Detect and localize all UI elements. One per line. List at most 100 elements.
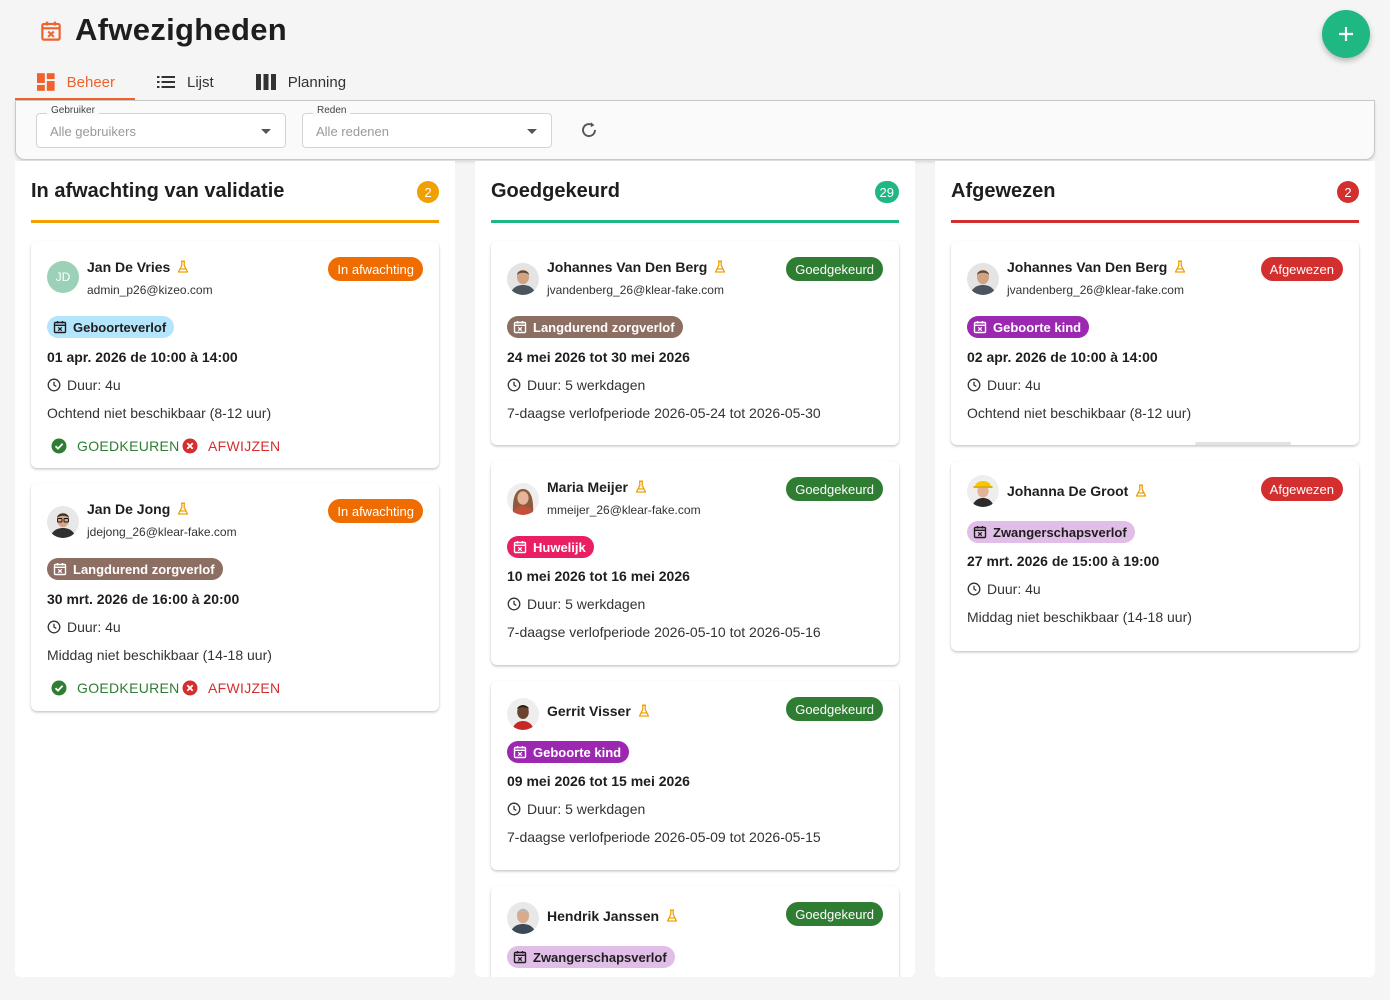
absence-card[interactable]: Johannes Van Den Berg jvandenberg_26@kle… bbox=[951, 241, 1359, 445]
cancel-circle-icon bbox=[182, 438, 198, 454]
calendar-icon bbox=[513, 950, 527, 964]
refresh-icon[interactable] bbox=[579, 120, 599, 140]
dropdown-arrow-icon bbox=[527, 129, 537, 134]
avatar bbox=[507, 483, 539, 515]
status-badge: Afgewezen bbox=[1260, 477, 1343, 501]
calendar-icon bbox=[973, 320, 987, 334]
column-count-badge: 2 bbox=[1337, 181, 1359, 203]
calendar-icon bbox=[513, 320, 527, 334]
user-name: Hendrik Janssen bbox=[547, 908, 678, 924]
calendar-icon bbox=[40, 20, 62, 42]
status-badge: Goedgekeurd bbox=[786, 477, 883, 501]
absence-duration: Duur: 5 werkdagen bbox=[507, 801, 645, 817]
column-divider bbox=[951, 220, 1359, 223]
column-divider bbox=[31, 220, 439, 223]
user-name: Johanna De Groot bbox=[1007, 483, 1147, 499]
cancel-circle-icon bbox=[182, 680, 198, 696]
reason-filter-select[interactable]: Reden Alle redenen bbox=[302, 105, 552, 148]
flask-icon bbox=[638, 704, 650, 718]
reason-filter-label: Reden bbox=[313, 105, 351, 116]
avatar bbox=[47, 506, 79, 538]
dropdown-arrow-icon bbox=[261, 129, 271, 134]
clock-icon bbox=[47, 378, 61, 392]
absence-description: Middag niet beschikbaar (14-18 uur) bbox=[967, 609, 1192, 625]
calendar-icon bbox=[513, 745, 527, 759]
absence-card[interactable]: Gerrit Visser Goedgekeurd Geboorte kind … bbox=[491, 681, 899, 870]
absence-date: 10 mei 2026 tot 16 mei 2026 bbox=[507, 568, 690, 584]
reject-button[interactable]: AFWIJZEN bbox=[182, 680, 280, 696]
reason-chip: Geboorte kind bbox=[507, 741, 630, 763]
user-name: Gerrit Visser bbox=[547, 703, 650, 719]
clock-icon bbox=[507, 378, 521, 392]
status-badge: In afwachting bbox=[328, 499, 423, 523]
flask-icon bbox=[714, 260, 726, 274]
status-badge: Afgewezen bbox=[1260, 257, 1343, 281]
dashboard-icon bbox=[37, 73, 55, 91]
absence-description: Ochtend niet beschikbaar (8-12 uur) bbox=[967, 405, 1192, 421]
absence-card[interactable]: Hendrik Janssen Goedgekeurd Zwangerschap… bbox=[491, 886, 899, 977]
status-badge: Goedgekeurd bbox=[786, 697, 883, 721]
column-count-badge: 29 bbox=[874, 181, 899, 203]
reason-chip: Langdurend zorgverlof bbox=[47, 558, 223, 580]
clock-icon bbox=[507, 597, 521, 611]
tab-planning[interactable]: Planning bbox=[234, 64, 366, 100]
absence-card[interactable]: Jan De Jong jdejong_26@klear-fake.com In… bbox=[31, 483, 439, 711]
column-divider bbox=[491, 220, 899, 223]
absence-description: 7-daagse verlofperiode 2026-05-24 tot 20… bbox=[507, 405, 821, 421]
list-icon bbox=[157, 76, 175, 88]
reason-chip: Huwelijk bbox=[507, 536, 594, 558]
user-name: Jan De Vries bbox=[87, 259, 189, 275]
user-name: Johannes Van Den Berg bbox=[1007, 259, 1186, 275]
column-pending: In afwachting van validatie 2 JD Jan De … bbox=[15, 161, 455, 977]
tab-label: Planning bbox=[287, 73, 347, 91]
absence-card[interactable]: Maria Meijer mmeijer_26@klear-fake.com G… bbox=[491, 461, 899, 665]
absence-duration: Duur: 4u bbox=[967, 377, 1041, 393]
tab-label: Beheer bbox=[66, 73, 115, 91]
column-header: Afgewezen 2 bbox=[951, 161, 1359, 223]
columns-icon bbox=[255, 74, 276, 90]
reason-chip: Langdurend zorgverlof bbox=[507, 316, 683, 338]
avatar bbox=[507, 263, 539, 295]
absence-duration: Duur: 5 werkdagen bbox=[507, 377, 645, 393]
reason-chip: Geboorteverlof bbox=[47, 316, 175, 338]
user-filter-select[interactable]: Gebruiker Alle gebruikers bbox=[36, 105, 286, 148]
absence-card[interactable]: Johannes Van Den Berg jvandenberg_26@kle… bbox=[491, 241, 899, 445]
user-filter-value: Alle gebruikers bbox=[50, 124, 136, 139]
card-scroll-indicator bbox=[1195, 442, 1291, 445]
flask-icon bbox=[177, 260, 189, 274]
absence-description: Middag niet beschikbaar (14-18 uur) bbox=[47, 647, 272, 663]
absence-description: Ochtend niet beschikbaar (8-12 uur) bbox=[47, 405, 272, 421]
reject-button[interactable]: AFWIJZEN bbox=[182, 438, 280, 454]
reason-filter-value: Alle redenen bbox=[316, 124, 389, 139]
column-header: Goedgekeurd 29 bbox=[491, 161, 899, 223]
view-tabs: Beheer Lijst Planning bbox=[15, 64, 366, 101]
calendar-icon bbox=[973, 525, 987, 539]
approve-button[interactable]: GOEDKEUREN bbox=[51, 680, 180, 696]
absence-duration: Duur: 4u bbox=[47, 619, 121, 635]
approve-button[interactable]: GOEDKEUREN bbox=[51, 438, 180, 454]
tab-lijst[interactable]: Lijst bbox=[135, 64, 234, 100]
user-name: Maria Meijer bbox=[547, 479, 647, 495]
user-filter-label: Gebruiker bbox=[47, 105, 99, 116]
user-email: jvandenberg_26@klear-fake.com bbox=[1007, 283, 1184, 297]
avatar bbox=[967, 475, 999, 507]
add-absence-button[interactable] bbox=[1322, 10, 1370, 58]
absence-card[interactable]: Johanna De Groot Afgewezen Zwangerschaps… bbox=[951, 461, 1359, 651]
tab-beheer[interactable]: Beheer bbox=[15, 64, 135, 101]
user-email: mmeijer_26@klear-fake.com bbox=[547, 503, 701, 517]
filter-bar: Gebruiker Alle gebruikers Reden Alle red… bbox=[15, 100, 1375, 160]
column-count-badge: 2 bbox=[417, 181, 439, 203]
flask-icon bbox=[666, 909, 678, 923]
column-title: Goedgekeurd bbox=[491, 180, 620, 202]
page-header: Afwezigheden bbox=[0, 0, 1390, 60]
avatar bbox=[507, 902, 539, 934]
absence-date: 02 apr. 2026 de 10:00 à 14:00 bbox=[967, 349, 1158, 365]
flask-icon bbox=[635, 480, 647, 494]
reason-chip: Geboorte kind bbox=[967, 316, 1090, 338]
status-badge: In afwachting bbox=[328, 257, 423, 281]
absence-duration: Duur: 4u bbox=[967, 581, 1041, 597]
absence-card[interactable]: JD Jan De Vries admin_p26@kizeo.com In a… bbox=[31, 241, 439, 468]
user-name: Johannes Van Den Berg bbox=[547, 259, 726, 275]
check-circle-icon bbox=[51, 680, 67, 696]
user-email: admin_p26@kizeo.com bbox=[87, 283, 213, 297]
